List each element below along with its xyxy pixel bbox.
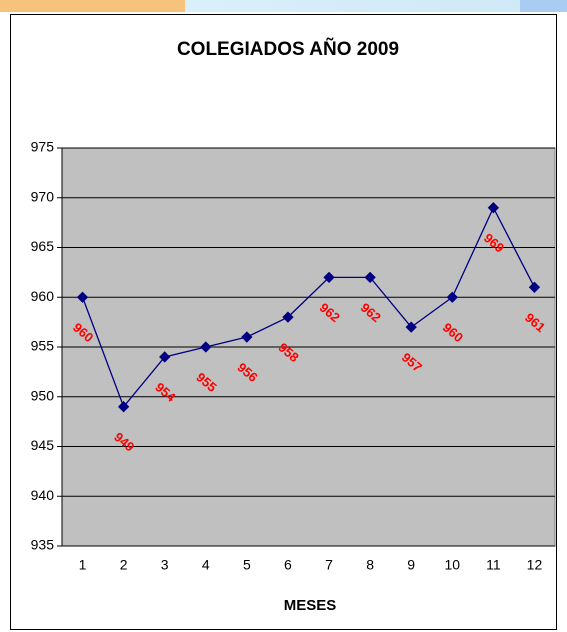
y-tick-label: 975 xyxy=(31,139,55,155)
y-tick-label: 935 xyxy=(31,537,55,553)
x-tick-label: 3 xyxy=(161,557,169,573)
x-tick-label: 10 xyxy=(445,557,461,573)
y-tick-label: 945 xyxy=(31,437,55,453)
x-tick-label: 2 xyxy=(120,557,128,573)
chart-title: COLEGIADOS AÑO 2009 xyxy=(177,38,399,60)
y-tick-label: 940 xyxy=(31,487,55,503)
x-tick-label: 9 xyxy=(407,557,415,573)
top-strip-left xyxy=(0,0,185,12)
x-tick-label: 5 xyxy=(243,557,251,573)
x-tick-label: 7 xyxy=(325,557,333,573)
x-tick-label: 8 xyxy=(366,557,374,573)
y-tick-label: 965 xyxy=(31,238,55,254)
y-tick-label: 970 xyxy=(31,188,55,204)
x-tick-label: 4 xyxy=(202,557,210,573)
x-tick-label: 6 xyxy=(284,557,292,573)
y-tick-label: 955 xyxy=(31,338,55,354)
y-tick-label: 950 xyxy=(31,387,55,403)
x-axis-label: MESES xyxy=(284,597,337,614)
x-tick-label: 11 xyxy=(486,557,501,573)
line xyxy=(81,206,536,408)
x-tick-label: 1 xyxy=(79,557,87,573)
y-tick-label: 960 xyxy=(31,288,55,304)
x-tick-label: 12 xyxy=(527,557,543,573)
top-strip-right xyxy=(520,0,567,12)
